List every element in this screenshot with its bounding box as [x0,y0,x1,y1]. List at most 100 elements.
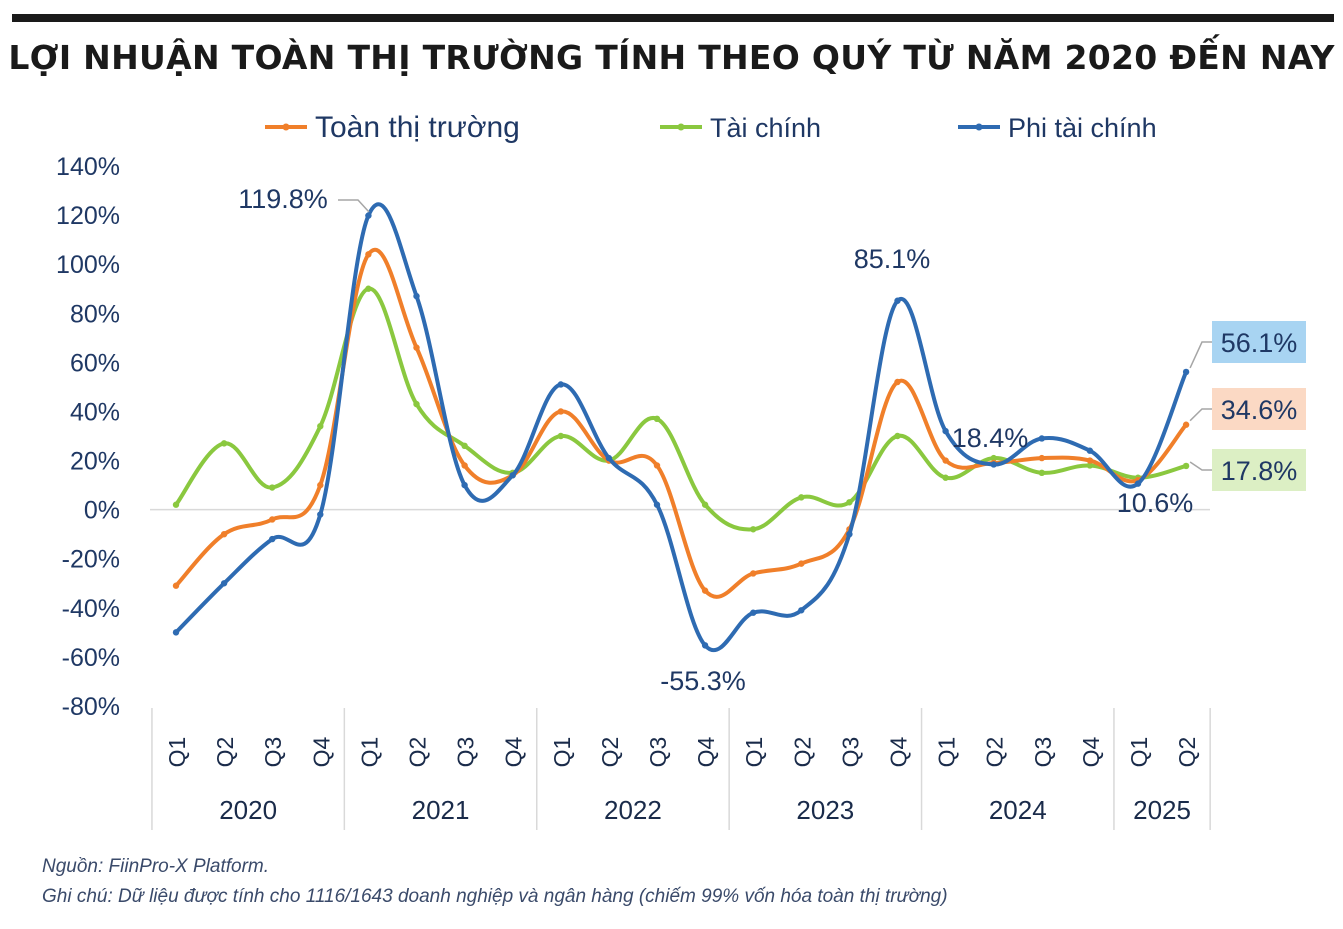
data-point [990,461,997,468]
y-tick-label: 140% [56,153,120,181]
data-point [220,530,228,538]
quarter-label: Q4 [501,736,527,767]
series-line [174,202,1189,653]
data-point [1182,421,1190,428]
data-point [1086,447,1094,454]
data-point [942,427,949,435]
data-point [846,499,853,506]
legend-label: Phi tài chính [1008,113,1157,143]
leader-line [1189,461,1212,471]
quarter-label: Q1 [741,737,767,768]
data-point [269,516,276,523]
data-point [942,474,949,481]
series-line [174,286,1189,532]
data-point [461,462,468,469]
data-point [557,381,564,388]
data-point [798,607,805,614]
data-point [798,560,805,567]
quarter-label: Q4 [886,736,912,767]
data-point [894,432,901,440]
quarter-label: Q1 [549,737,575,768]
year-label: 2025 [1133,795,1191,825]
data-point [1038,454,1046,462]
quarter-label: Q3 [1030,737,1056,768]
data-point [653,501,661,508]
data-point [1134,480,1142,487]
quarter-label: Q3 [260,737,286,768]
quarter-label: Q4 [1078,736,1104,767]
chart-title: LỢI NHUẬN TOÀN THỊ TRƯỜNG TÍNH THEO QUÝ … [8,38,1335,77]
data-point [1038,435,1046,442]
data-label: 10.6% [1117,488,1194,518]
data-point [461,481,468,489]
year-label: 2021 [412,795,470,825]
quarter-label: Q4 [693,736,719,767]
data-point [365,212,372,219]
source-note: Nguồn: FiinPro-X Platform. [42,856,270,877]
data-point [750,609,757,616]
data-point [1086,457,1094,464]
quarter-label: Q1 [1126,737,1152,768]
data-point [894,297,901,304]
quarter-label: Q2 [982,737,1008,768]
data-point [653,462,661,469]
legend-label: Tài chính [710,113,821,143]
data-point [750,570,757,577]
year-label: 2020 [219,795,277,825]
data-point [461,442,468,450]
data-point [605,454,613,462]
data-point [1182,462,1190,470]
y-tick-label: 20% [70,448,120,476]
end-label: 34.6% [1221,395,1298,425]
data-point [701,501,709,508]
data-point [220,580,228,587]
data-point [269,484,276,491]
data-point [557,432,564,440]
y-tick-label: 120% [56,202,120,230]
year-label: 2023 [796,795,854,825]
end-label-box [1212,449,1306,491]
data-point [1182,368,1190,376]
data-point [172,501,180,508]
quarter-label: Q2 [405,737,431,768]
y-tick-label: 40% [70,398,120,426]
y-tick-label: 0% [84,497,120,525]
leader-line [1189,408,1212,422]
quarter-label: Q2 [789,737,815,768]
leader-line [1189,341,1212,369]
legend-marker [677,123,685,131]
end-label: 17.8% [1221,456,1298,486]
quarter-label: Q1 [356,737,382,768]
data-point [1086,462,1094,469]
data-point [317,422,324,430]
data-point [653,415,661,423]
data-point [509,472,516,479]
quarter-label: Q3 [645,737,671,768]
data-point [269,535,276,543]
y-tick-label: 60% [70,349,120,377]
quarter-label: Q4 [308,736,334,767]
data-point [365,285,372,292]
data-point [798,494,805,501]
data-point [172,629,180,636]
y-tick-label: -20% [62,546,120,574]
y-tick-label: -60% [62,644,120,672]
year-label: 2022 [604,795,662,825]
data-point [557,408,564,415]
data-label: 18.4% [952,423,1029,453]
leader-line [338,199,370,213]
y-tick-label: 80% [70,300,120,328]
data-label: 119.8% [238,184,328,214]
quarter-label: Q1 [934,737,960,768]
legend-marker [975,123,983,131]
data-point [413,344,420,351]
data-point [990,454,997,462]
top-rule [12,14,1334,22]
data-point [317,481,324,489]
series-line [174,247,1189,599]
data-point [413,292,420,300]
y-tick-label: -80% [62,693,120,721]
legend-marker [282,123,290,131]
data-label: -55.3% [660,666,746,696]
